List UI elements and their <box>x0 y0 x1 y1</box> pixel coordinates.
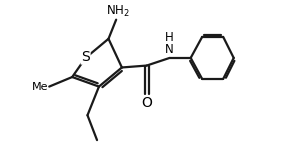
Text: S: S <box>81 50 90 64</box>
Text: H
N: H N <box>165 31 174 56</box>
Text: O: O <box>141 96 152 110</box>
Text: NH$_2$: NH$_2$ <box>106 4 130 19</box>
Text: Me: Me <box>32 82 48 92</box>
